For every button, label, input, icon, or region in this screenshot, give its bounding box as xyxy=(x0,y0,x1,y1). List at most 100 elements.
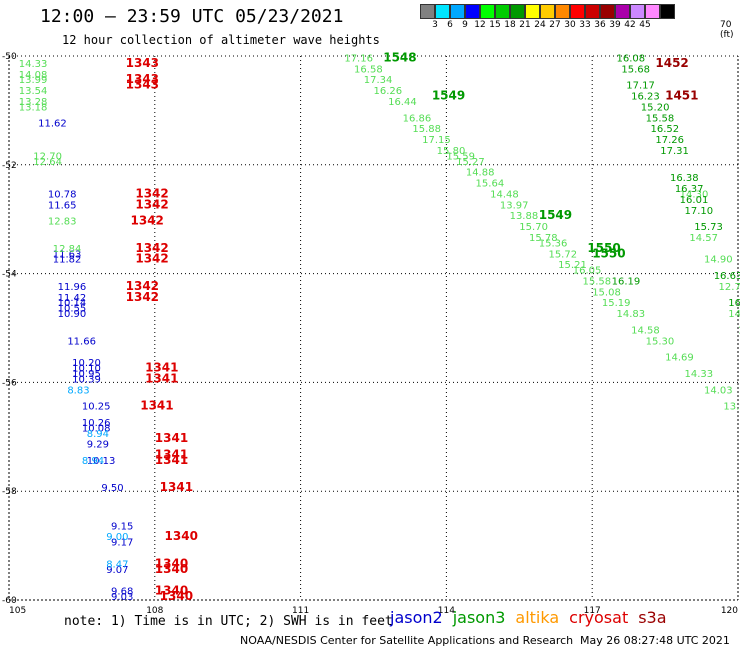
swh-value: 14.33 xyxy=(685,369,714,380)
swh-value: 8.94 xyxy=(87,429,109,440)
time-annotation: 1548 xyxy=(383,50,416,64)
legend-tick-label: 9 xyxy=(462,20,468,30)
legend-tick-label: 45 xyxy=(639,20,651,30)
swh-value: 11.65 xyxy=(48,200,77,211)
time-annotation: 1341 xyxy=(155,431,188,445)
mission-cryosat: cryosat xyxy=(569,608,629,627)
legend-swatch xyxy=(465,4,480,19)
lat-tick-label: -52 xyxy=(2,161,17,171)
map-frame xyxy=(8,55,739,601)
swh-value: 10.90 xyxy=(58,309,87,320)
legend-swatch xyxy=(480,4,495,19)
lon-tick-label: 108 xyxy=(146,606,163,616)
lat-tick-label: -56 xyxy=(2,378,17,388)
time-annotation: 1341 xyxy=(140,399,173,413)
swh-value: 11.96 xyxy=(58,282,87,293)
swh-value: 16.28 xyxy=(728,298,740,309)
swh-value: 12.64 xyxy=(33,157,62,168)
swh-value: 17.16 xyxy=(344,53,373,64)
swh-value: 15.58 xyxy=(646,113,675,124)
lon-tick-label: 120 xyxy=(721,606,738,616)
swh-value: 14. xyxy=(738,325,740,336)
footer-note: note: 1) Time is in UTC; 2) SWH is in fe… xyxy=(64,614,393,629)
swh-value: 16.52 xyxy=(651,124,680,135)
legend-unit: 70 (ft) xyxy=(720,20,734,40)
swh-value: 9.03 xyxy=(111,592,133,603)
time-annotation: 1451 xyxy=(665,89,698,103)
legend-tick-label: 21 xyxy=(519,20,531,30)
swh-value: 15.08 xyxy=(592,287,621,298)
lat-tick-label: -50 xyxy=(2,52,17,62)
time-annotation: 1341 xyxy=(145,361,178,375)
time-annotation: 1549 xyxy=(432,89,465,103)
swh-value: 14.33 xyxy=(19,59,48,70)
swh-value: 11.62 xyxy=(38,119,67,130)
lon-tick-label: 105 xyxy=(9,606,26,616)
time-annotation: 1341 xyxy=(160,480,193,494)
time-annotation: 1340 xyxy=(155,556,188,570)
swh-value: 15.27 xyxy=(456,157,485,168)
swh-value: 16.08 xyxy=(617,53,646,64)
time-annotation: 1342 xyxy=(135,241,168,255)
swh-value: 16.19 xyxy=(612,276,641,287)
swh-value: 9.15 xyxy=(111,521,133,532)
swh-value: 13.28 xyxy=(19,97,48,108)
swh-value: 11.66 xyxy=(67,336,96,347)
swh-value: 12.84 xyxy=(53,244,82,255)
swh-value: 15.78 xyxy=(529,233,558,244)
swh-value: 13.99 xyxy=(19,75,48,86)
swh-value: 10.10 xyxy=(72,364,101,375)
page-title: 12:00 — 23:59 UTC 05/23/2021 xyxy=(40,6,344,27)
legend-swatch xyxy=(495,4,510,19)
swh-value: 13.98 xyxy=(723,402,740,413)
time-annotation: 1342 xyxy=(135,186,168,200)
swh-value: 9.29 xyxy=(87,440,109,451)
time-annotation: 1343 xyxy=(126,72,159,86)
legend-tick-label: 42 xyxy=(624,20,636,30)
swh-value: 14.69 xyxy=(665,353,694,364)
swh-value: 17.15 xyxy=(422,135,451,146)
swh-value: 9.17 xyxy=(111,538,133,549)
legend-swatch xyxy=(555,4,570,19)
time-annotation: 1550 xyxy=(592,246,625,260)
legend-tick-label: 15 xyxy=(489,20,501,30)
swh-value: 16.44 xyxy=(388,97,417,108)
time-annotation: 1550 xyxy=(587,241,620,255)
swh-value: 14.30 xyxy=(680,189,709,200)
mission-jason2: jason2 xyxy=(390,608,443,627)
time-annotation: 1343 xyxy=(126,56,159,70)
swh-value: 13.88 xyxy=(510,211,539,222)
mission-jason3: jason3 xyxy=(452,608,506,627)
legend-swatch xyxy=(420,4,435,19)
swh-value: 9.00 xyxy=(106,532,128,543)
mission-altika: altika xyxy=(515,608,560,627)
legend-tick-label: 12 xyxy=(474,20,486,30)
swh-value: 11.42 xyxy=(58,293,87,304)
swh-value: 10.13 xyxy=(87,456,116,467)
legend-tick-label: 18 xyxy=(504,20,516,30)
legend-tick-label: 3 xyxy=(432,20,438,30)
footer-credit: NOAA/NESDIS Center for Satellite Applica… xyxy=(240,634,574,647)
time-annotation: 1342 xyxy=(135,197,168,211)
legend-swatch xyxy=(525,4,540,19)
swh-value: 11.63 xyxy=(53,249,82,260)
legend-swatch xyxy=(435,4,450,19)
time-annotation: 1342 xyxy=(135,252,168,266)
swh-value: 14.57 xyxy=(689,233,718,244)
swh-value: 8.83 xyxy=(67,385,89,396)
lat-tick-label: -58 xyxy=(2,487,17,497)
legend-tick-label: 27 xyxy=(549,20,561,30)
swh-value: 14.83 xyxy=(617,309,646,320)
swh-value: 16.26 xyxy=(374,86,403,97)
swh-value: 9.50 xyxy=(101,483,123,494)
swh-value: 10.08 xyxy=(82,423,111,434)
swh-value: 14.48 xyxy=(490,189,519,200)
swh-value: 15.19 xyxy=(602,298,631,309)
swh-value: 9.68 xyxy=(111,587,133,598)
swh-value: 14.1 xyxy=(728,309,740,320)
legend-tick-label: 39 xyxy=(609,20,621,30)
time-annotation: 1341 xyxy=(155,448,188,462)
swh-value: 12.70 xyxy=(33,151,62,162)
legend-color-bar xyxy=(420,4,740,19)
